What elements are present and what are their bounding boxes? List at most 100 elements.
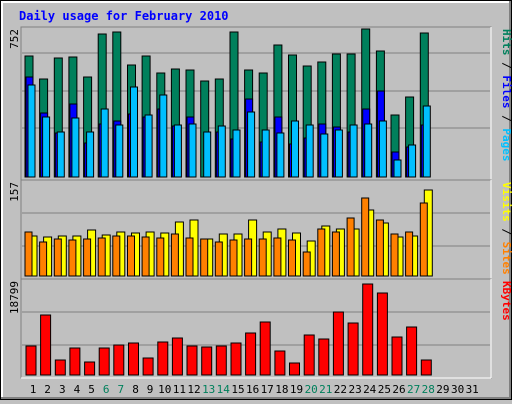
pages-bar bbox=[115, 124, 124, 178]
kbytes-bar bbox=[376, 292, 388, 376]
day-label: 18 bbox=[275, 383, 288, 396]
day-label: 28 bbox=[422, 383, 435, 396]
sites-visits-max-label: 157 bbox=[8, 182, 21, 202]
pages-bar bbox=[86, 131, 95, 178]
kbytes-bar bbox=[128, 342, 139, 376]
pages-bar bbox=[100, 108, 109, 178]
pages-bar bbox=[42, 116, 51, 178]
day-label: 8 bbox=[132, 383, 139, 396]
sites-bar bbox=[39, 241, 48, 277]
sites-bar bbox=[317, 228, 326, 277]
day-label: 20 bbox=[305, 383, 318, 396]
pages-bar bbox=[232, 129, 241, 178]
sites-bar bbox=[156, 237, 165, 277]
legend-part: / bbox=[500, 56, 512, 76]
kbytes-bar bbox=[157, 341, 169, 376]
sites-bar bbox=[346, 217, 355, 277]
pages-bar bbox=[217, 125, 226, 178]
day-label: 7 bbox=[117, 383, 124, 396]
day-label: 12 bbox=[187, 383, 200, 396]
legend-part: Visits bbox=[500, 182, 512, 222]
sites-bar bbox=[112, 235, 121, 277]
day-label: 16 bbox=[246, 383, 259, 396]
kbytes-bar bbox=[245, 332, 257, 376]
day-label: 10 bbox=[158, 383, 171, 396]
sites-bar bbox=[185, 237, 194, 277]
day-label: 29 bbox=[436, 383, 449, 396]
day-label: 4 bbox=[74, 383, 81, 396]
pages-bar bbox=[56, 131, 65, 178]
kbytes-bar bbox=[274, 350, 286, 376]
day-label: 3 bbox=[59, 383, 66, 396]
kbytes-bar bbox=[171, 337, 183, 376]
pages-bar bbox=[261, 129, 270, 178]
legend-part: / bbox=[500, 109, 512, 129]
kbytes-bar bbox=[84, 361, 96, 376]
sites-bar bbox=[273, 237, 282, 277]
kbytes-bar bbox=[113, 344, 125, 376]
day-label: 11 bbox=[173, 383, 186, 396]
kbytes-bar bbox=[98, 347, 110, 376]
sites-bar bbox=[68, 239, 77, 277]
sites-bar bbox=[405, 231, 414, 277]
legend-part: KBytes bbox=[500, 281, 512, 321]
day-label: 26 bbox=[392, 383, 405, 396]
kbytes-bar bbox=[289, 362, 300, 376]
kbytes-bar bbox=[332, 311, 344, 376]
sites-bar bbox=[170, 233, 179, 277]
sites-bar bbox=[214, 241, 223, 277]
pages-bar bbox=[349, 124, 358, 178]
pages-bar bbox=[422, 105, 431, 178]
pages-bar bbox=[378, 120, 387, 178]
pages-bar bbox=[305, 124, 314, 178]
legend-part: Files bbox=[500, 75, 512, 108]
sites-bar bbox=[361, 197, 370, 277]
kbytes-bar bbox=[259, 321, 271, 376]
bevel-top bbox=[1, 1, 511, 3]
pages-bar bbox=[334, 129, 343, 178]
kbytes-bar bbox=[215, 345, 227, 376]
kbytes-bar bbox=[54, 359, 66, 376]
kbytes-bar bbox=[391, 336, 403, 376]
pages-bar bbox=[320, 133, 329, 178]
kbytes-bar bbox=[230, 342, 242, 376]
day-label: 9 bbox=[147, 383, 154, 396]
sites-bar bbox=[244, 238, 253, 277]
kbytes-max-label: 18799 bbox=[8, 281, 21, 314]
sites-bar bbox=[127, 235, 135, 277]
sites-bar bbox=[331, 231, 340, 277]
pages-bar bbox=[173, 124, 182, 178]
sites-bar bbox=[53, 238, 62, 277]
sites-bar bbox=[419, 202, 428, 277]
sites-bar bbox=[390, 233, 399, 277]
sites-visits-legend: Visits / Sites bbox=[500, 182, 512, 275]
kbytes-bar bbox=[40, 314, 52, 376]
sites-bar bbox=[24, 231, 33, 277]
pages-bar bbox=[247, 111, 256, 178]
sites-bar bbox=[141, 236, 150, 277]
legend-part: Pages bbox=[500, 128, 512, 161]
kbytes-bar bbox=[201, 346, 213, 376]
sites-bar bbox=[302, 251, 311, 277]
kbytes-bar bbox=[142, 357, 154, 376]
day-label: 15 bbox=[231, 383, 244, 396]
day-label: 30 bbox=[451, 383, 464, 396]
day-label: 24 bbox=[363, 383, 377, 396]
day-label: 23 bbox=[348, 383, 361, 396]
day-label: 21 bbox=[319, 383, 332, 396]
day-label: 6 bbox=[103, 383, 110, 396]
pages-bar bbox=[130, 86, 138, 178]
kbytes-bar bbox=[362, 283, 374, 376]
pages-bar bbox=[71, 117, 80, 178]
day-label: 22 bbox=[334, 383, 347, 396]
chart-title: Daily usage for February 2010 bbox=[19, 9, 229, 23]
pages-bar bbox=[188, 123, 197, 178]
pages-bar bbox=[393, 159, 402, 178]
sites-bar bbox=[258, 238, 267, 277]
chart-bars bbox=[24, 28, 433, 376]
kbytes-legend: KBytes bbox=[500, 281, 512, 321]
day-label: 13 bbox=[202, 383, 215, 396]
day-label: 5 bbox=[88, 383, 95, 396]
